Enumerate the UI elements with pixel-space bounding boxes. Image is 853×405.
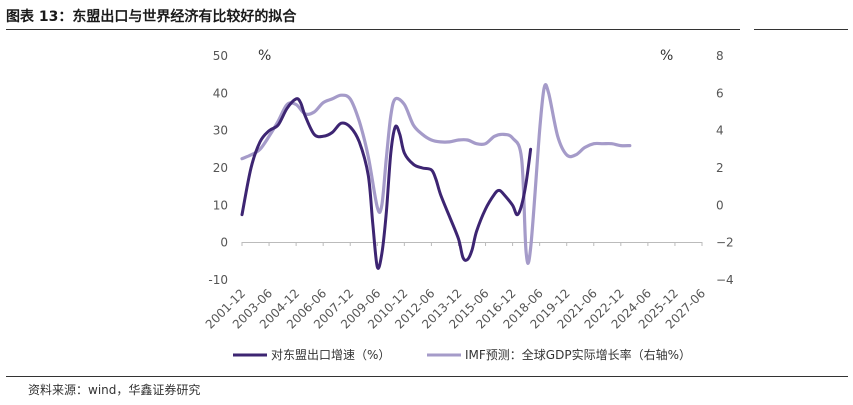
left-tick-label: 0 (220, 236, 228, 250)
legend: 对东盟出口增速（%） IMF预测：全球GDP实际增长率（右轴%） (233, 347, 691, 362)
right-axis-ticks: 8 6 4 2 0 −2 −4 (716, 49, 734, 287)
source-note: 资料来源：wind，华鑫证券研究 (28, 383, 201, 397)
footer-rule (6, 376, 848, 377)
left-tick-label: 50 (213, 49, 228, 63)
right-tick-label: −4 (716, 273, 734, 287)
right-tick-label: 0 (716, 198, 724, 212)
left-tick-label: -10 (208, 273, 228, 287)
legend-label-imf-gdp: IMF预测：全球GDP实际增长率（右轴%） (465, 347, 691, 362)
left-tick-label: 20 (213, 161, 228, 175)
title-rule-left (6, 29, 740, 30)
page-title: 图表 13：东盟出口与世界经济有比较好的拟合 (6, 9, 297, 25)
left-axis-ticks: 50 40 30 20 10 0 -10 (208, 49, 228, 287)
left-tick-label: 10 (213, 198, 228, 212)
x-axis-ticks: 2001-122003-062004-122006-062007-122009-… (203, 242, 708, 332)
right-tick-label: 2 (716, 161, 724, 175)
series-line-asean-export (240, 97, 533, 270)
right-axis-unit: % (660, 48, 673, 64)
left-axis-unit: % (258, 48, 271, 64)
right-tick-label: 6 (716, 86, 724, 100)
series-line-imf-gdp (240, 83, 632, 265)
right-tick-label: −2 (716, 236, 734, 250)
legend-label-asean-export: 对东盟出口增速（%） (271, 348, 390, 362)
left-tick-label: 30 (213, 124, 228, 138)
left-tick-label: 40 (213, 86, 228, 100)
title-rule-right (754, 29, 848, 30)
right-tick-label: 4 (716, 124, 724, 138)
right-tick-label: 8 (716, 49, 724, 63)
